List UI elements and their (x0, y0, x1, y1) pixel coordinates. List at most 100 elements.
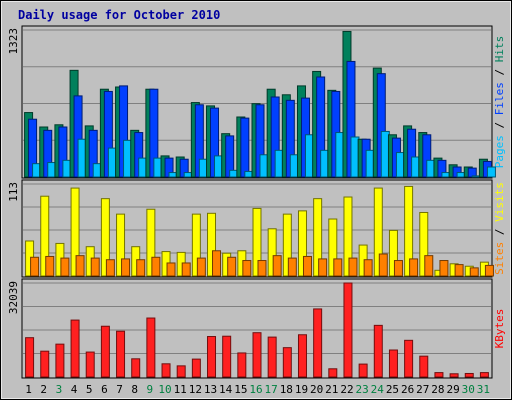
bar-visits-12 (191, 213, 201, 277)
bar-kbytes-16 (252, 332, 262, 378)
x-tick-label: 13 (204, 383, 217, 396)
x-tick-label: 21 (325, 383, 338, 396)
bar-sites-3 (60, 257, 70, 277)
x-tick-label: 20 (310, 383, 323, 396)
bar-sites-25 (393, 260, 403, 277)
bar-visits-18 (282, 213, 292, 277)
bar-sites-31 (484, 264, 494, 277)
bar-kbytes-15 (237, 352, 247, 378)
bar-kbytes-31 (479, 372, 489, 378)
bar-visits-13 (207, 212, 217, 277)
bar-visits-4 (70, 187, 80, 277)
bar-visits-25 (388, 229, 398, 277)
bar-kbytes-5 (85, 351, 95, 378)
bar-sites-13 (212, 250, 222, 277)
x-tick-label: 28 (431, 383, 444, 396)
bar-sites-27 (424, 255, 434, 277)
bar-kbytes-24 (373, 324, 383, 378)
panel-pages-files-hits: 1323 Pages / Files / Hits (7, 25, 506, 179)
x-tick-label: 7 (116, 383, 123, 396)
bar-kbytes-10 (161, 363, 171, 378)
x-tick-label: 12 (189, 383, 202, 396)
y-max-label: 1323 (7, 28, 20, 55)
x-tick-label: 3 (56, 383, 63, 396)
bar-sites-14 (227, 256, 237, 277)
bar-kbytes-2 (40, 350, 50, 378)
bar-kbytes-8 (131, 358, 141, 378)
panel-visits-sites: 113 Sites / Visits (7, 179, 506, 278)
bar-sites-16 (257, 260, 267, 277)
x-tick-label: 6 (101, 383, 108, 396)
bar-kbytes-14 (222, 335, 232, 378)
bar-sites-21 (333, 258, 343, 277)
bar-kbytes-1 (25, 337, 35, 378)
bar-kbytes-19 (297, 334, 307, 378)
bar-sites-29 (454, 264, 464, 277)
bar-sites-9 (151, 256, 161, 277)
bar-sites-30 (469, 267, 479, 277)
x-tick-label: 26 (401, 383, 414, 396)
x-tick-label: 2 (40, 383, 47, 396)
bar-kbytes-17 (267, 336, 277, 378)
bar-sites-8 (136, 259, 146, 277)
bar-sites-23 (363, 259, 373, 277)
bar-visits-7 (116, 213, 126, 277)
bar-sites-10 (166, 262, 176, 277)
x-tick-label: 14 (219, 383, 233, 396)
bar-kbytes-4 (70, 319, 80, 378)
bar-files-15 (240, 117, 250, 178)
x-tick-label: 22 (340, 383, 353, 396)
series-legend: Sites / Visits (493, 182, 506, 275)
x-tick-label: 17 (265, 383, 278, 396)
bar-sites-28 (439, 260, 449, 277)
bar-kbytes-7 (116, 330, 126, 378)
bar-kbytes-28 (434, 372, 444, 378)
bar-visits-24 (373, 187, 383, 277)
bar-kbytes-20 (313, 308, 323, 378)
bar-sites-20 (318, 258, 328, 277)
bar-sites-2 (45, 255, 55, 277)
legend-entry: Visits (493, 182, 506, 222)
bar-visits-17 (267, 228, 277, 277)
bar-kbytes-26 (404, 339, 414, 378)
legend-entry: Pages (493, 135, 506, 168)
legend-entry: / (493, 222, 506, 242)
x-tick-label: 29 (446, 383, 459, 396)
bar-sites-11 (181, 262, 191, 277)
x-tick-label: 1 (25, 383, 32, 396)
bar-visits-9 (146, 208, 156, 277)
bar-sites-12 (196, 257, 206, 277)
x-tick-label: 19 (295, 383, 308, 396)
bar-kbytes-18 (282, 347, 292, 378)
x-tick-label: 24 (371, 383, 385, 396)
x-tick-label: 30 (462, 383, 475, 396)
x-tick-label: 18 (280, 383, 293, 396)
bar-pages-31 (486, 166, 496, 178)
x-tick-label: 23 (356, 383, 369, 396)
bar-visits-27 (419, 211, 429, 277)
x-tick-label: 4 (71, 383, 78, 396)
x-tick-label: 27 (416, 383, 429, 396)
bar-visits-20 (313, 198, 323, 277)
bar-sites-6 (105, 259, 115, 277)
bar-visits-6 (100, 198, 110, 277)
legend-entry: / (493, 115, 506, 135)
x-tick-label: 11 (174, 383, 187, 396)
bar-kbytes-3 (55, 343, 65, 378)
bar-sites-5 (90, 257, 100, 277)
x-tick-label: 8 (131, 383, 138, 396)
x-tick-label: 25 (386, 383, 399, 396)
bar-sites-4 (75, 255, 85, 277)
x-tick-label: 9 (147, 383, 154, 396)
y-max-label: 32039 (7, 281, 20, 314)
bar-visits-2 (40, 195, 50, 277)
bar-sites-18 (287, 257, 297, 277)
bar-kbytes-30 (464, 372, 474, 378)
panels: 1323 Pages / Files / Hits 113 Sites / Visit… (7, 25, 506, 379)
x-tick-label: 10 (158, 383, 171, 396)
bar-sites-15 (242, 260, 252, 277)
x-tick-label: 31 (477, 383, 490, 396)
x-tick-label: 16 (249, 383, 262, 396)
